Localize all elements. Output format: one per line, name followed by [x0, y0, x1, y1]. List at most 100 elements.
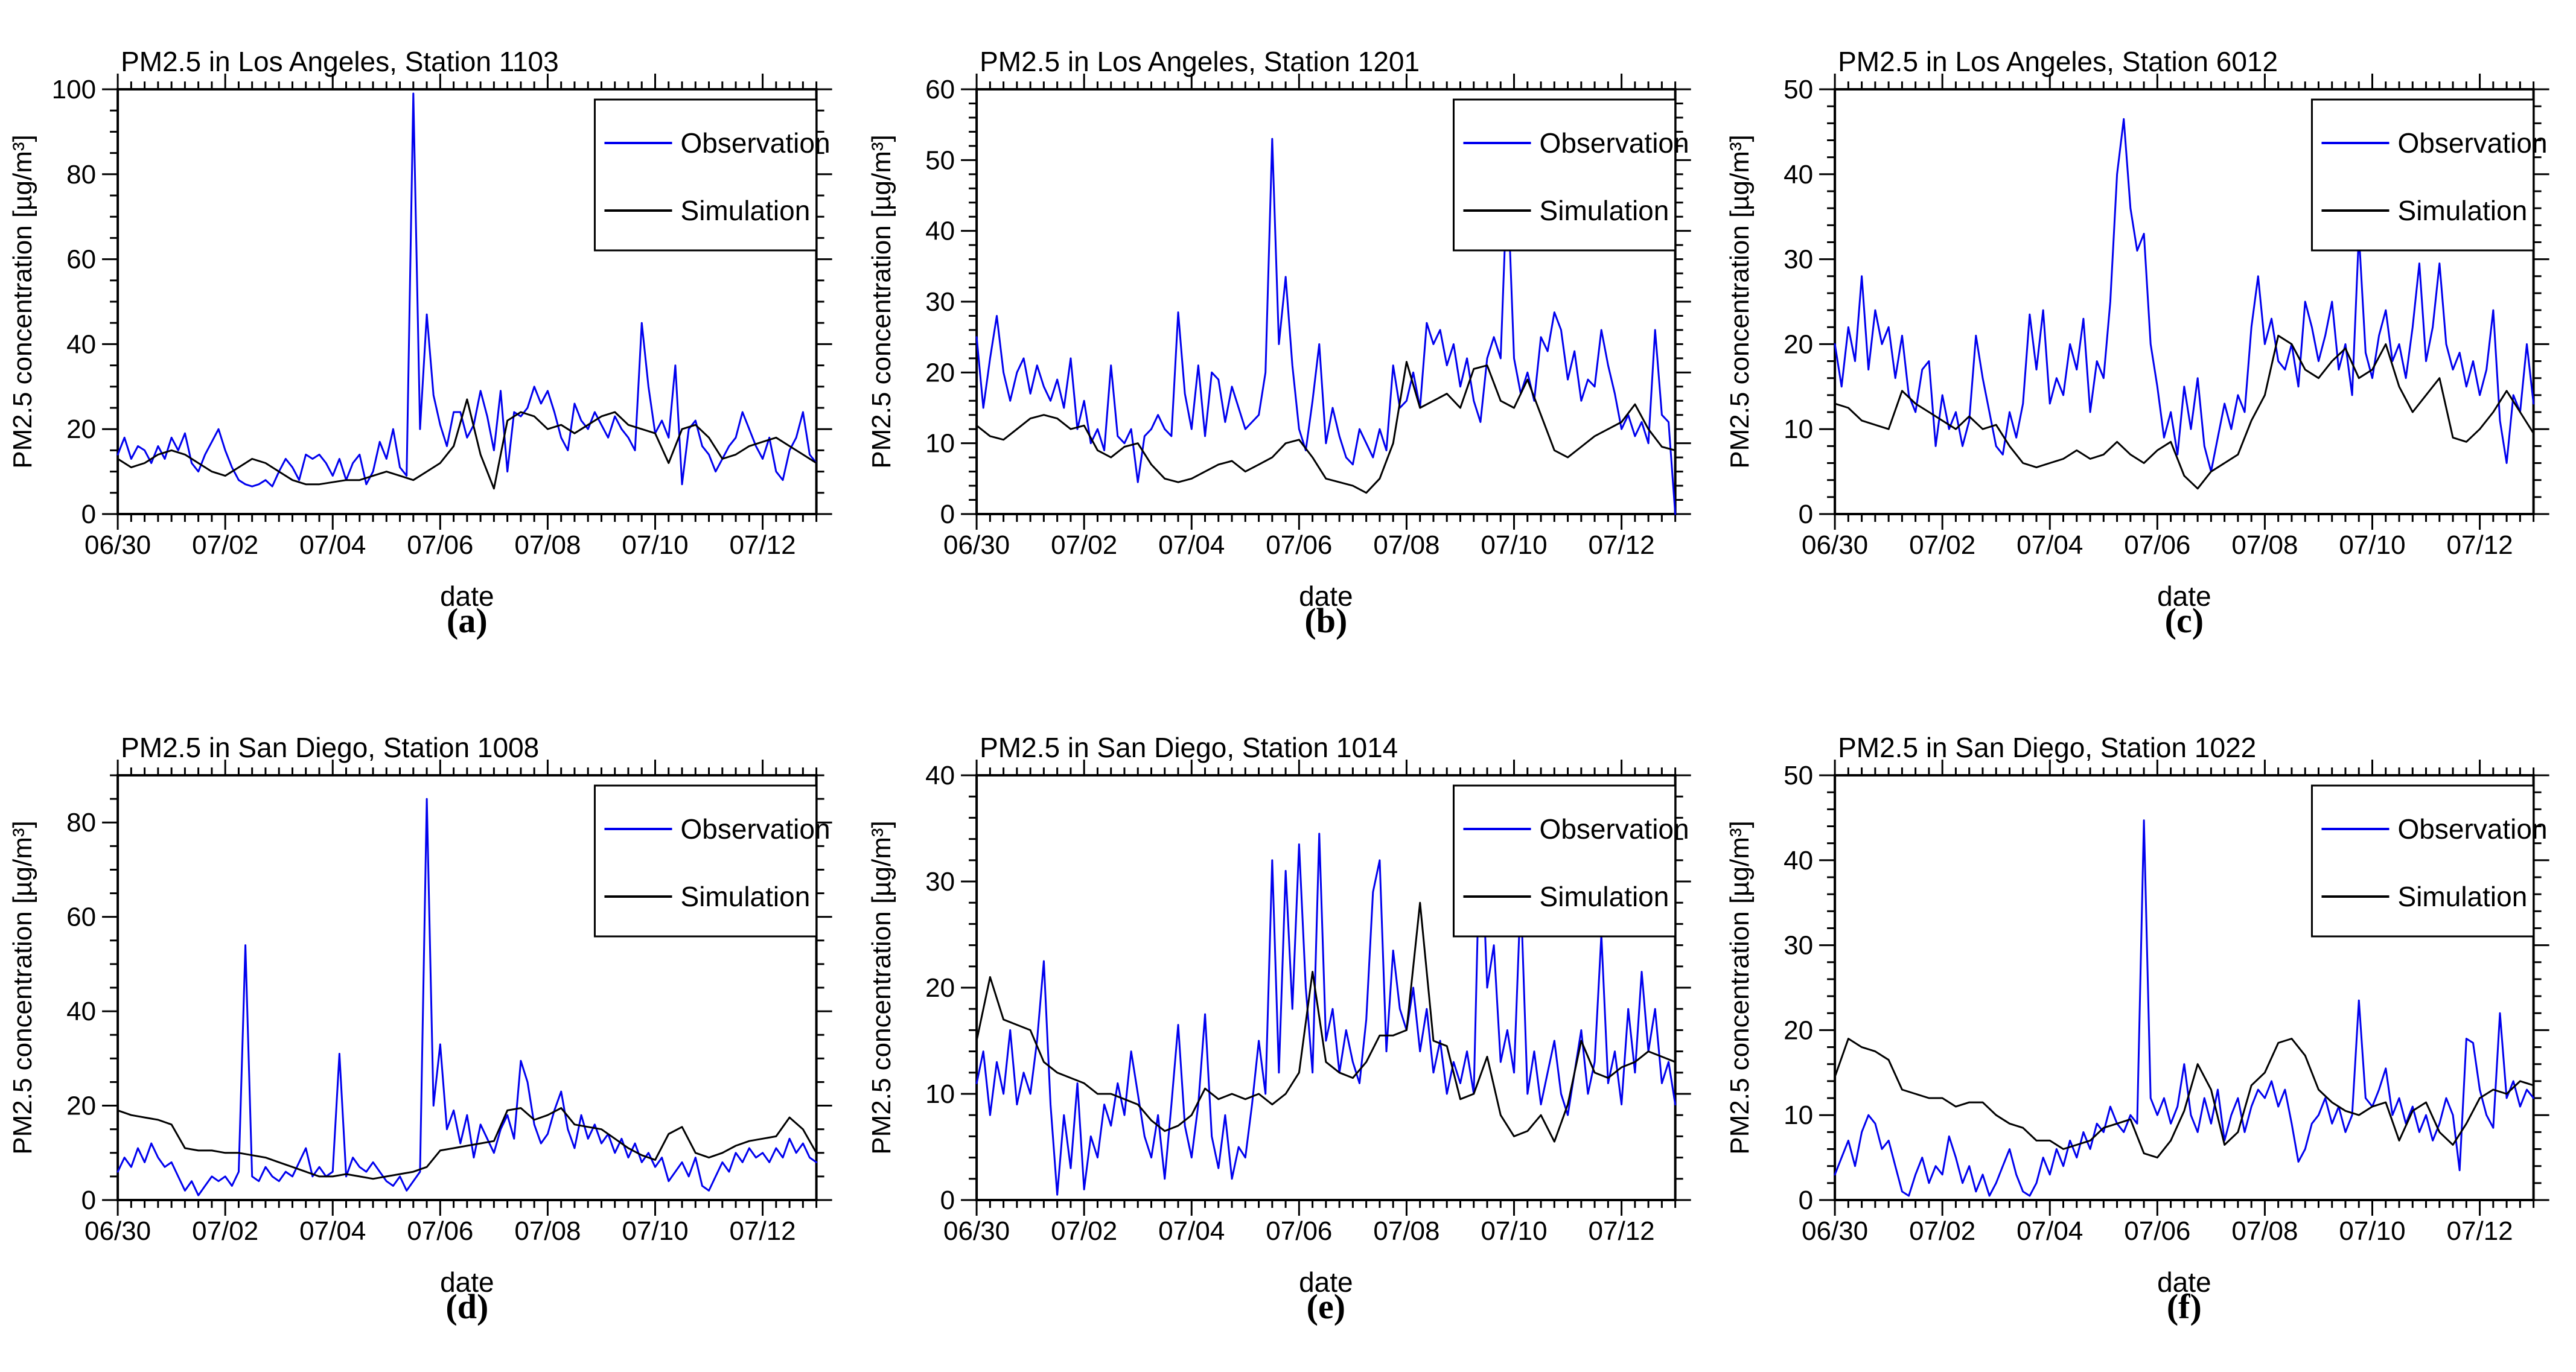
panel-f: PM2.5 in San Diego, Station 1022 06/30 07/… — [1717, 686, 2576, 1372]
x-axis-label: date — [1299, 580, 1353, 612]
y-tick-label: 80 — [66, 808, 96, 837]
y-tick-label: 30 — [925, 287, 955, 317]
x-tick-label: 07/10 — [1481, 530, 1547, 560]
x-tick-label: 06/30 — [943, 530, 1010, 560]
x-tick-label: 07/04 — [2017, 530, 2083, 560]
observation-line — [975, 811, 1676, 1196]
y-tick-label: 60 — [66, 245, 96, 275]
panel-letter: (f) — [2167, 1287, 2202, 1326]
y-axis-label: PM2.5 concentration [µg/m³] — [1725, 821, 1755, 1154]
legend-label: Observation — [681, 127, 831, 159]
panel-title: PM2.5 in San Diego, Station 1022 — [1838, 732, 2256, 763]
panel-title: PM2.5 in San Diego, Station 1008 — [121, 732, 539, 763]
y-tick-label: 0 — [940, 1186, 954, 1215]
x-tick-label: 06/30 — [1802, 1216, 1868, 1246]
y-tick-label: 40 — [1784, 160, 1813, 189]
x-tick-label: 07/02 — [1909, 530, 1975, 560]
y-axis-label: PM2.5 concentration [µg/m³] — [867, 135, 896, 468]
simulation-line — [1834, 334, 2535, 490]
panel-letter: (c) — [2165, 601, 2204, 640]
x-tick-label: 07/04 — [299, 530, 366, 560]
simulation-line — [116, 398, 818, 490]
observation-line — [1834, 118, 2535, 473]
x-tick-label: 07/08 — [2232, 530, 2298, 560]
legend-label: Observation — [2398, 813, 2548, 845]
simulation-line — [1834, 1038, 2535, 1159]
y-tick-label: 60 — [925, 75, 955, 104]
x-tick-label: 07/12 — [1588, 530, 1654, 560]
x-tick-label: 07/06 — [1266, 1216, 1332, 1246]
panel-e: PM2.5 in San Diego, Station 1014 06/30 07/… — [859, 686, 1718, 1372]
x-tick-label: 06/30 — [84, 530, 151, 560]
panel-c: PM2.5 in Los Angeles, Station 6012 06/30 0… — [1717, 0, 2576, 686]
y-tick-label: 20 — [1784, 329, 1813, 359]
panel-b: PM2.5 in Los Angeles, Station 1201 06/30 0… — [859, 0, 1718, 686]
x-tick-label: 07/12 — [1588, 1216, 1654, 1246]
y-tick-label: 0 — [1799, 1186, 1813, 1215]
y-tick-label: 40 — [1784, 846, 1813, 875]
y-tick-label: 30 — [1784, 245, 1813, 275]
x-tick-label: 06/30 — [84, 1216, 151, 1246]
y-tick-label: 10 — [1784, 414, 1813, 444]
y-tick-label: 10 — [925, 1079, 955, 1109]
simulation-line — [975, 901, 1676, 1143]
panel-f-chart: PM2.5 in San Diego, Station 1022 06/30 07/… — [1725, 732, 2549, 1326]
legend-label: Observation — [681, 813, 831, 845]
legend-box — [1452, 98, 1676, 252]
x-tick-label: 06/30 — [943, 1216, 1010, 1246]
panel-letter: (b) — [1304, 601, 1347, 640]
x-tick-label: 07/06 — [407, 530, 473, 560]
y-axis-label: PM2.5 concentration [µg/m³] — [867, 821, 896, 1154]
y-tick-label: 20 — [66, 1091, 96, 1121]
y-tick-label: 50 — [1784, 75, 1813, 104]
panel-letter: (a) — [447, 601, 488, 640]
y-tick-label: 40 — [66, 997, 96, 1026]
x-tick-label: 07/04 — [1158, 1216, 1225, 1246]
observation-line — [116, 92, 818, 488]
y-tick-label: 60 — [66, 903, 96, 932]
panel-d: PM2.5 in San Diego, Station 1008 06/30 07/… — [0, 686, 859, 1372]
legend-label: Observation — [1539, 813, 1689, 845]
panel-e-chart: PM2.5 in San Diego, Station 1014 06/30 07/… — [867, 732, 1691, 1326]
y-tick-label: 100 — [52, 75, 96, 104]
y-tick-label: 20 — [66, 414, 96, 444]
legend-box — [1452, 784, 1676, 938]
x-tick-label: 07/08 — [514, 1216, 581, 1246]
y-tick-label: 40 — [925, 761, 955, 790]
legend-label: Simulation — [681, 881, 811, 912]
x-axis-label: date — [440, 1266, 494, 1298]
y-tick-label: 80 — [66, 160, 96, 189]
legend-box — [593, 98, 818, 252]
simulation-line — [116, 1107, 818, 1180]
observation-line — [975, 138, 1676, 515]
y-tick-label: 40 — [66, 329, 96, 359]
legend-label: Simulation — [1539, 881, 1669, 912]
panel-title: PM2.5 in Los Angeles, Station 6012 — [1838, 46, 2278, 77]
legend-box — [2311, 784, 2535, 938]
panel-c-chart: PM2.5 in Los Angeles, Station 6012 06/30 0… — [1725, 46, 2549, 640]
x-tick-label: 06/30 — [1802, 530, 1868, 560]
legend-box — [593, 784, 818, 938]
x-tick-label: 07/08 — [1373, 530, 1439, 560]
x-axis-label: date — [2157, 1266, 2211, 1298]
legend-box — [2311, 98, 2535, 252]
observation-line — [1834, 819, 2535, 1197]
panel-letter: (d) — [445, 1287, 488, 1326]
x-tick-label: 07/10 — [622, 1216, 688, 1246]
panel-d-chart: PM2.5 in San Diego, Station 1008 06/30 07/… — [8, 732, 832, 1326]
x-tick-label: 07/10 — [622, 530, 688, 560]
y-axis-label: PM2.5 concentration [µg/m³] — [8, 821, 37, 1154]
y-tick-label: 50 — [1784, 761, 1813, 790]
legend-label: Simulation — [2398, 881, 2528, 912]
observation-line — [116, 798, 818, 1196]
panel-letter: (e) — [1306, 1287, 1345, 1326]
x-tick-label: 07/12 — [730, 530, 796, 560]
x-tick-label: 07/06 — [1266, 530, 1332, 560]
x-tick-label: 07/06 — [2125, 530, 2191, 560]
x-tick-label: 07/08 — [514, 530, 581, 560]
panel-a: PM2.5 in Los Angeles, Station 1103 06/30 0… — [0, 0, 859, 686]
x-axis-label: date — [440, 580, 494, 612]
simulation-line — [975, 361, 1676, 494]
x-tick-label: 07/02 — [1909, 1216, 1975, 1246]
